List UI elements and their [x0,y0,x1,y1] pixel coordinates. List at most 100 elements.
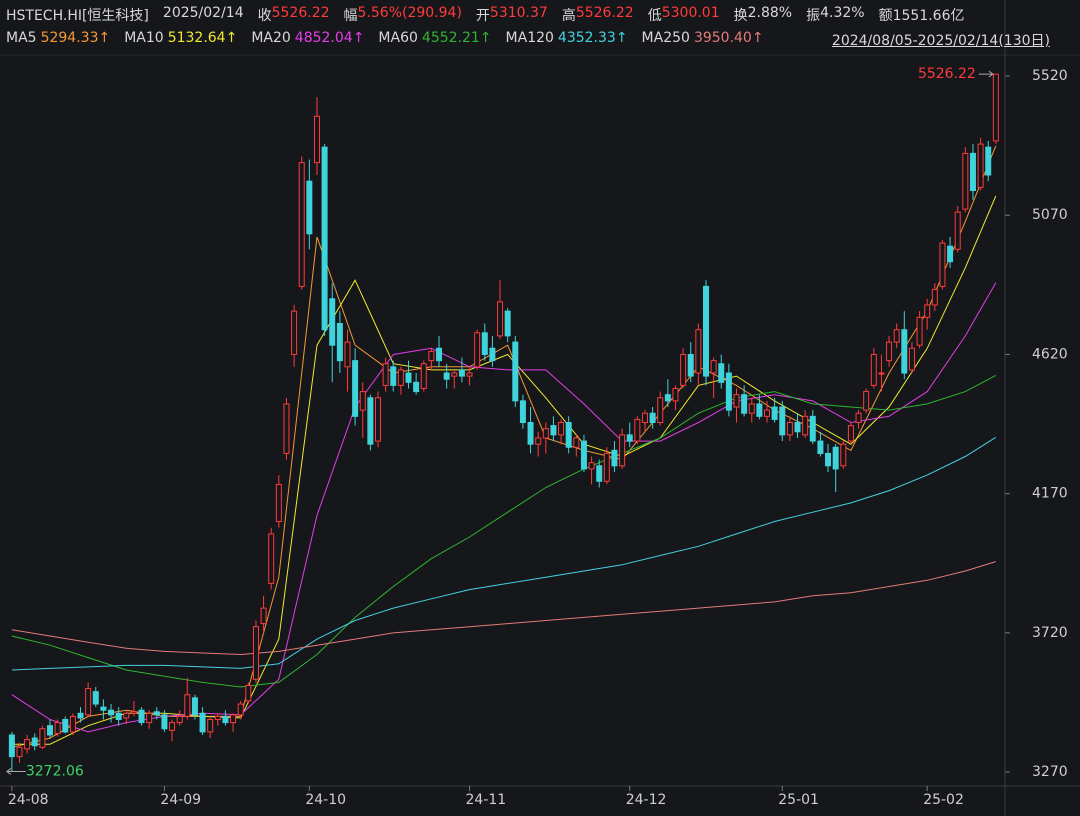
candle-body [641,412,648,424]
candle-body [588,462,595,470]
quote-bar: HSTECH.HI[恒生科技] 2025/02/14 收 5526.22 幅 5… [6,5,965,25]
candle-body [100,706,107,711]
candle-body [779,406,786,436]
candle-body [123,712,130,719]
legend-name: MA5 [6,30,37,46]
candle-body [626,434,633,442]
candle-body [367,397,374,445]
candle-body [710,360,717,374]
candle-body [161,714,168,730]
label: 开 [475,8,490,24]
candle-body [657,397,664,424]
candle-body [474,332,481,368]
candle-body [817,440,824,454]
low-value: 5300.01 [661,5,720,21]
legend-value: 4852.04↑ [294,30,365,46]
x-tick-label: 25-02 [923,792,964,808]
candle-body [16,746,23,758]
x-tick-label: 24-11 [466,792,507,808]
candle-body [199,712,206,733]
candle-body [115,712,122,720]
candle-body [451,372,458,377]
candle-body [268,533,275,584]
y-tick-label: 4170 [1032,486,1068,502]
candle-body [443,372,450,380]
x-tick-label: 24-12 [626,792,667,808]
label: 振 [806,8,821,24]
legend-name: MA120 [505,30,554,46]
arrow [6,768,26,775]
candle-body [748,403,755,414]
candle-body [901,329,908,374]
x-tick-label: 24-08 [8,792,49,808]
date-range[interactable]: 2024/08/05-2025/02/14(130日) [831,33,1050,49]
candle-body [893,329,900,343]
candle-body [245,684,252,702]
label: 低 [647,8,662,24]
candle-body [687,353,694,377]
candle-body [931,288,938,306]
ma-line [11,374,997,688]
candle-body [718,363,725,383]
label: 换 [733,8,748,24]
candle-body [138,709,145,724]
label: 高 [561,8,576,24]
candle-body [573,437,580,448]
candle-body [405,372,412,383]
candle-body [825,452,832,467]
candle-body [741,394,748,414]
candle-body [870,353,877,386]
candle-body [542,428,549,439]
candle-body [306,180,313,235]
x-tick-label: 24-10 [305,792,346,808]
candle-body [489,347,496,362]
candle-body [512,341,519,402]
candle-body [8,734,15,758]
ma-line [11,282,997,733]
candle-body [458,369,465,377]
candle-body [31,737,38,747]
candle-body [298,162,305,287]
y-tick-label: 3720 [1032,625,1068,641]
close-value: 5526.22 [271,5,330,21]
candle-body [420,363,427,389]
candle-body [550,425,557,436]
candle-body [184,694,191,717]
candle-body [146,712,153,724]
candle-body [260,607,267,625]
candle-body [558,422,565,436]
candle-body [527,422,534,445]
candle-body [428,350,435,362]
candle-body [535,437,542,445]
candle-body [680,353,687,386]
ma-line [11,145,997,748]
candle-body [977,143,984,188]
candle-body [565,422,572,448]
max-label: 5526.22 [918,66,976,82]
candle-body [413,381,420,393]
legend-value: 5132.64↑ [167,30,238,46]
candle-body [619,434,626,467]
candle-body [992,73,999,142]
legend-value: 5294.33↑ [40,30,111,46]
candle-body [908,347,915,371]
candle-body [374,397,381,442]
candle-body [802,415,809,436]
candle-body [969,152,976,191]
candle-body [153,711,160,716]
candle-body [359,391,366,411]
y-tick-label: 5070 [1032,207,1068,223]
label: 收 [257,8,272,24]
candle-body [733,394,740,408]
candle-body [878,372,885,375]
candle-body [939,242,946,287]
candle-body [756,403,763,417]
candle-body [771,406,778,420]
candle-body [504,310,511,337]
y-tick-label: 5520 [1032,68,1068,84]
legend-name: MA10 [124,30,164,46]
candle-body [222,715,229,724]
candle-body [313,115,320,164]
x-tick-label: 25-01 [778,792,819,808]
